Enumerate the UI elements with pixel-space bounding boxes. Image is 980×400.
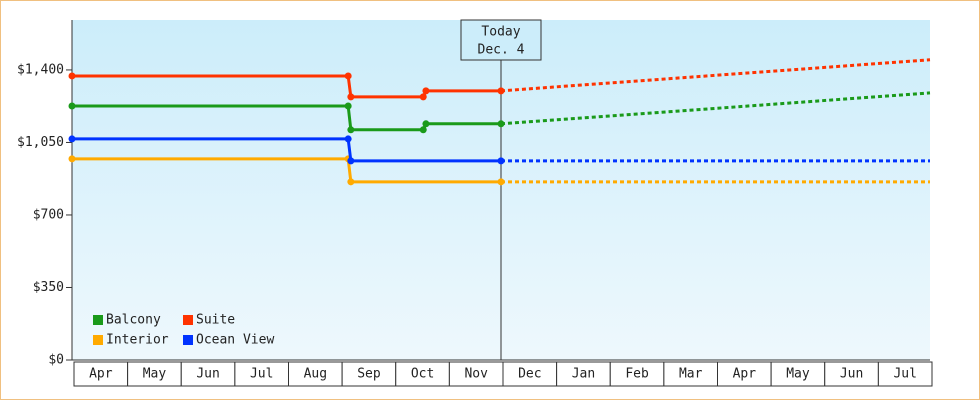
point — [347, 93, 355, 101]
point — [497, 178, 505, 186]
forecast-line — [500, 58, 931, 93]
x-cell — [341, 361, 397, 387]
point — [344, 72, 352, 80]
x-tick-label: Jul — [250, 367, 273, 382]
x-cell — [73, 361, 129, 387]
y-tick-label: $700 — [33, 207, 64, 222]
y-tick-label: $350 — [33, 280, 64, 295]
point — [347, 157, 355, 165]
point — [419, 126, 427, 134]
forecast-line — [500, 91, 931, 126]
x-cell — [395, 361, 450, 387]
x-tick-label: Sep — [357, 367, 381, 382]
x-tick-label: Mar — [679, 367, 703, 382]
price-line — [72, 74, 501, 99]
x-tick-label: Dec — [518, 367, 541, 382]
x-tick-label: Apr — [733, 367, 757, 382]
price-line — [72, 137, 501, 163]
x-tick-label: Jul — [893, 367, 916, 382]
x-cell — [717, 361, 772, 387]
x-tick-label: Feb — [625, 367, 649, 382]
point — [419, 93, 427, 101]
x-cell — [502, 361, 558, 387]
x-cell — [663, 361, 718, 387]
point — [497, 87, 505, 95]
point — [344, 102, 352, 110]
x-tick-label: May — [143, 367, 167, 382]
point — [497, 157, 505, 165]
x-cell — [180, 361, 236, 387]
point — [68, 155, 76, 163]
legend-swatch — [183, 315, 193, 325]
x-cell — [448, 361, 504, 387]
point — [347, 126, 355, 134]
legend-swatch — [93, 335, 103, 345]
legend-label: Balcony — [106, 313, 161, 328]
point — [422, 87, 430, 95]
y-tick-label: $1,400 — [17, 62, 64, 77]
point — [68, 135, 76, 143]
x-cell — [127, 361, 182, 387]
x-tick-label: Aug — [304, 367, 327, 382]
x-cell — [877, 361, 933, 387]
legend-label: Ocean View — [196, 333, 274, 348]
today-date: Dec. 4 — [478, 43, 525, 58]
legend-swatch — [93, 315, 103, 325]
legend-label: Suite — [196, 313, 235, 328]
x-tick-label: Nov — [464, 367, 488, 382]
x-tick-label: May — [786, 367, 810, 382]
point — [68, 72, 76, 80]
x-cell — [234, 361, 289, 387]
x-tick-label: Jun — [196, 367, 219, 382]
point — [344, 135, 352, 143]
x-tick-label: Apr — [89, 367, 113, 382]
legend-label: Interior — [106, 333, 169, 348]
x-tick-label: Jun — [840, 367, 863, 382]
price-line — [72, 157, 501, 184]
x-cell — [770, 361, 826, 387]
price-line — [72, 104, 501, 132]
x-cell — [556, 361, 611, 387]
y-tick-label: $0 — [48, 353, 64, 368]
x-cell — [288, 361, 343, 387]
today-title: Today — [481, 25, 520, 40]
x-cell — [824, 361, 879, 387]
point — [422, 120, 430, 128]
x-tick-label: Oct — [411, 367, 434, 382]
point — [68, 102, 76, 110]
y-tick-label: $1,050 — [17, 135, 64, 150]
point — [497, 120, 505, 128]
x-tick-label: Jan — [572, 367, 595, 382]
today-box — [460, 19, 542, 61]
legend-swatch — [183, 335, 193, 345]
point — [347, 178, 355, 186]
